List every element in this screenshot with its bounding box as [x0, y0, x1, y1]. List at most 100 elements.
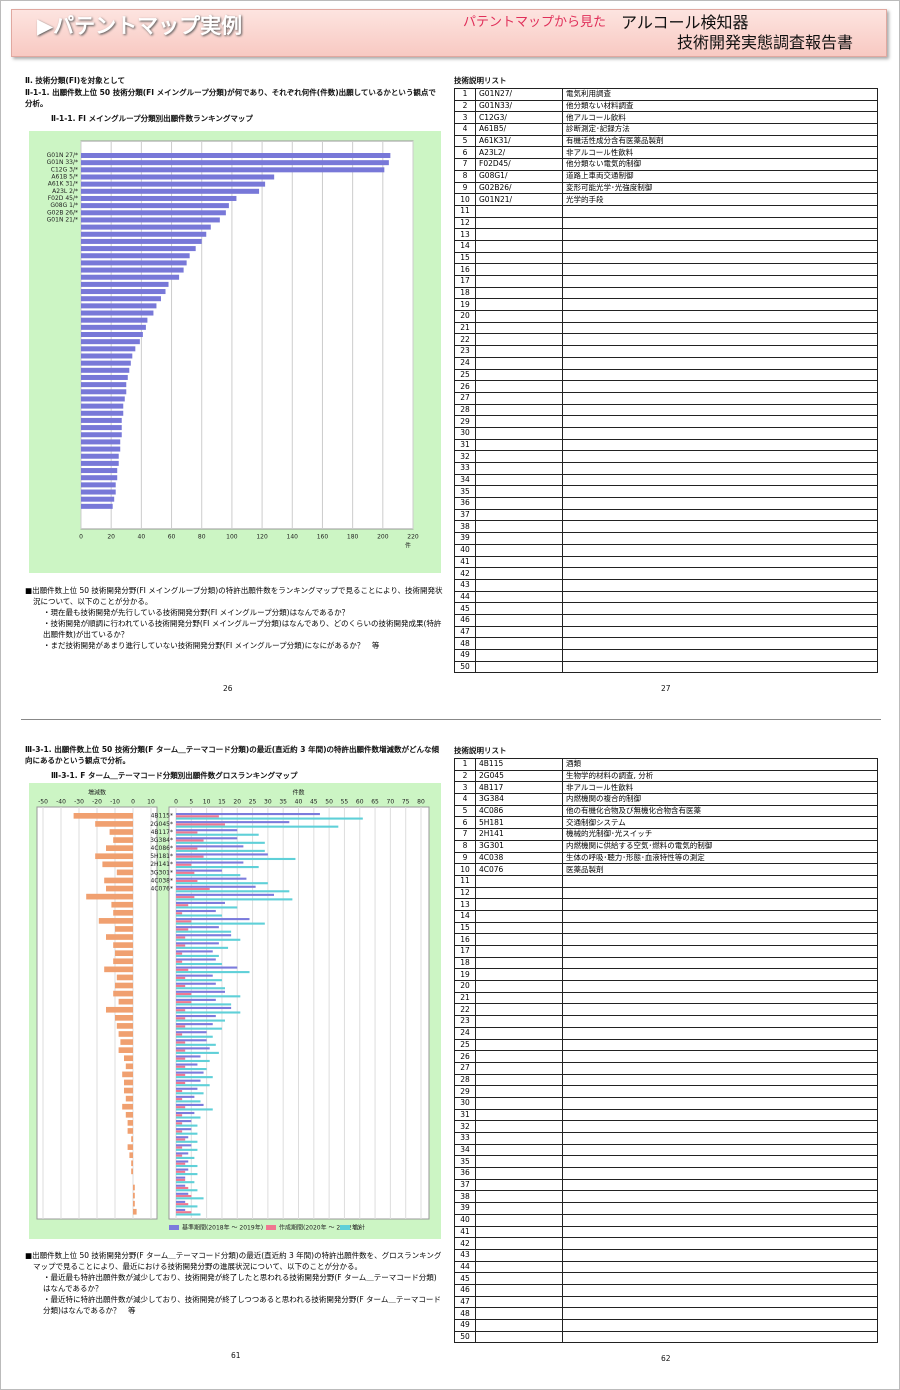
bar	[176, 960, 183, 963]
header-title-text: パテントマップ実例	[53, 14, 243, 38]
table-cell	[562, 898, 878, 911]
table-row: 47	[454, 625, 878, 639]
table-cell: 12	[454, 216, 476, 230]
table-cell	[475, 649, 563, 662]
bar	[176, 1124, 198, 1127]
bar	[81, 403, 124, 409]
table-cell	[475, 1120, 563, 1133]
bar	[81, 425, 122, 431]
section: Ⅱ-1-1. 出願件数上位 50 技術分類(FI メイングループ分類)が何であり…	[25, 88, 436, 108]
table-row: 29	[454, 1085, 878, 1098]
x-tick-label: 140	[287, 534, 299, 541]
bar	[176, 990, 225, 993]
bar	[176, 890, 290, 893]
table-cell: 12	[454, 886, 476, 900]
table-row: 6 A23L2/非アルコール性飲料	[454, 146, 878, 160]
note: ・最近最も特許出願件数が減少しており、技術開発が終了したと思われる技術開発分野(…	[43, 1273, 437, 1293]
legend-swatch	[340, 1225, 350, 1230]
table-cell: 20	[454, 310, 476, 323]
bar	[176, 950, 213, 953]
table-cell: 26	[454, 1050, 476, 1063]
bar	[176, 882, 268, 885]
x-tick-label: -20	[92, 799, 102, 806]
x-tick-label: 15	[218, 799, 226, 806]
table-cell: 3	[454, 111, 476, 125]
table-cell: 8	[454, 169, 476, 183]
table-cell	[475, 497, 563, 510]
x-tick-label: 70	[387, 799, 395, 806]
table-cell: 6	[454, 816, 476, 830]
x-tick-label: 0	[79, 534, 83, 541]
bar	[176, 971, 250, 974]
table-cell	[562, 403, 878, 417]
x-tick-label: 0	[174, 799, 178, 806]
table-cell	[562, 590, 878, 604]
table-row: 38	[454, 1190, 878, 1204]
table-cell: 37	[454, 508, 476, 522]
table-cell	[475, 613, 563, 627]
table-cell: 医薬品製剤	[562, 863, 878, 876]
table-row: 26	[454, 380, 878, 393]
table-cell: 44	[454, 1260, 476, 1274]
table-cell	[562, 991, 878, 1005]
table-cell	[562, 345, 878, 358]
table-cell	[562, 1050, 878, 1063]
table-row: 9 G02B26/変形可能光学･光強度制御	[454, 181, 878, 195]
table-cell	[475, 508, 563, 522]
table-cell: 機械的光制御･光スイッチ	[562, 828, 878, 841]
bar	[81, 489, 116, 495]
table-cell	[562, 543, 878, 557]
y-tick-label: 2H141*	[150, 861, 173, 868]
bar	[176, 874, 241, 877]
notes: ■出願件数上位 50 技術開発分野(F ターム＿テーマコード分類)の最近(直近約…	[25, 1250, 443, 1316]
bar	[176, 1047, 210, 1050]
table-cell: 5	[454, 804, 476, 818]
table-cell: 46	[454, 1283, 476, 1297]
table-cell	[475, 403, 563, 417]
table-cell: 2G045	[475, 769, 563, 783]
bar	[81, 339, 140, 345]
x-tick-label: -10	[110, 799, 120, 806]
table-cell: 34	[454, 473, 476, 487]
table-cell: 2H141	[475, 828, 563, 841]
table: 1 4B115 酒類 2 2G045 生物学的材料の調査, 分析 3 4B117 非アルコール性…	[454, 758, 878, 1344]
table-cell: 内燃機関に供給する空気･燃料の電気的制御	[562, 839, 878, 853]
table-cell	[562, 298, 878, 312]
table-cell	[475, 298, 563, 312]
bar	[176, 847, 198, 850]
table-cell	[562, 1283, 878, 1297]
table-cell	[475, 898, 563, 911]
table-row: 38	[454, 520, 878, 534]
table-row: 13	[454, 898, 878, 911]
bar	[176, 1164, 198, 1168]
diff-bar	[102, 861, 133, 868]
bar	[176, 849, 265, 852]
table-row: 40	[454, 543, 878, 557]
diff-bar	[120, 1039, 133, 1045]
table-row: 43	[454, 578, 878, 592]
table-row: 5 4C086 他の有機化合物及び無機化合物含有医薬	[454, 804, 878, 818]
diff-bar	[113, 942, 133, 948]
y-tick-label: 4C038*	[151, 877, 173, 884]
table-cell	[562, 473, 878, 487]
table-cell	[475, 1108, 563, 1122]
bar	[81, 195, 237, 201]
table-cell	[562, 921, 878, 935]
bar	[176, 1140, 198, 1143]
bar	[176, 1106, 186, 1109]
table-cell	[562, 956, 878, 970]
bar	[176, 898, 293, 901]
table-row: 23	[454, 345, 878, 358]
table-cell	[562, 602, 878, 615]
table-cell	[562, 1015, 878, 1028]
diff-bar	[127, 1120, 133, 1126]
table-cell: 診断測定･記録方法	[562, 123, 878, 136]
table-cell: 5H181	[475, 816, 563, 830]
table-cell	[475, 1085, 563, 1098]
header-report: 技術開発実態調査報告書	[677, 33, 854, 52]
table-cell	[562, 310, 878, 323]
note: ・現在最も技術開発が先行している技術開発分野(FI メイングループ分類)はなんで…	[43, 608, 350, 617]
x-tick-label: 75	[402, 799, 410, 806]
bar	[176, 871, 195, 874]
